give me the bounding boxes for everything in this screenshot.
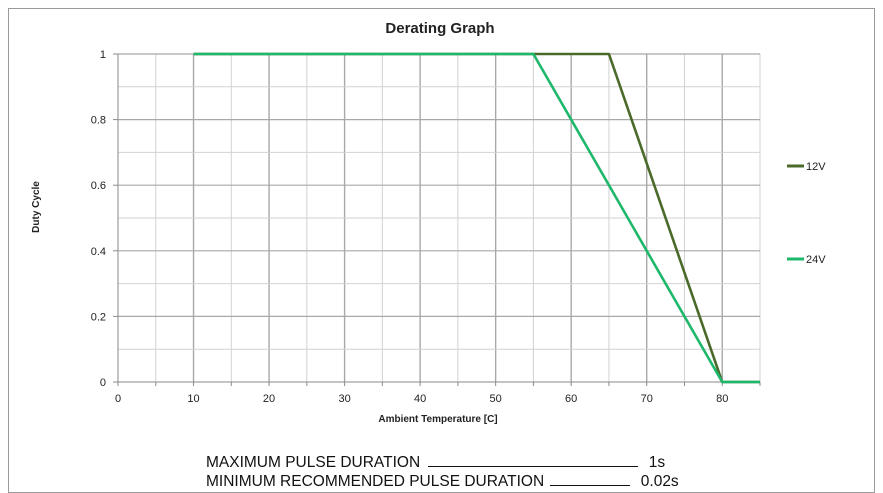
y-tick-label: 1 <box>100 49 106 61</box>
x-tick-label: 60 <box>565 393 577 405</box>
x-tick-label: 40 <box>414 393 426 405</box>
y-tick-label: 0.6 <box>91 180 106 192</box>
x-axis-label: Ambient Temperature [C] <box>378 414 497 425</box>
y-tick-label: 0 <box>100 377 106 389</box>
legend-label: 24V <box>806 254 826 266</box>
x-tick-label: 30 <box>338 393 350 405</box>
max-pulse-rule <box>428 454 639 467</box>
min-pulse-value: 0.02s <box>640 473 679 490</box>
x-tick-label: 20 <box>263 393 275 405</box>
x-tick-label: 0 <box>115 393 121 405</box>
x-tick-label: 50 <box>490 393 502 405</box>
series-line-24v <box>193 52 760 384</box>
y-tick-label: 0.8 <box>91 115 106 127</box>
legend: 12V 24V <box>787 161 826 266</box>
min-pulse-note: MINIMUM RECOMMENDED PULSE DURATION 0.02s <box>206 473 679 491</box>
max-pulse-note: MAXIMUM PULSE DURATION 1s <box>206 454 665 472</box>
y-tick-label: 0.2 <box>91 311 106 323</box>
min-pulse-rule <box>550 473 631 486</box>
tick-labels: 0 10 20 30 40 50 60 70 80 0 0.2 0.4 0.6 0.8 1 <box>91 49 729 405</box>
min-pulse-label: MINIMUM RECOMMENDED PULSE DURATION <box>206 473 545 490</box>
y-axis-label: Duty Cycle <box>31 181 42 233</box>
max-pulse-label: MAXIMUM PULSE DURATION <box>206 454 421 471</box>
legend-label: 12V <box>806 161 826 173</box>
x-tick-label: 80 <box>716 393 728 405</box>
series-lines <box>193 52 760 384</box>
x-tick-label: 70 <box>641 393 653 405</box>
max-pulse-value: 1s <box>648 454 666 471</box>
y-tick-label: 0.4 <box>91 246 106 258</box>
x-tick-label: 10 <box>187 393 199 405</box>
chart-title: Derating Graph <box>385 20 494 37</box>
